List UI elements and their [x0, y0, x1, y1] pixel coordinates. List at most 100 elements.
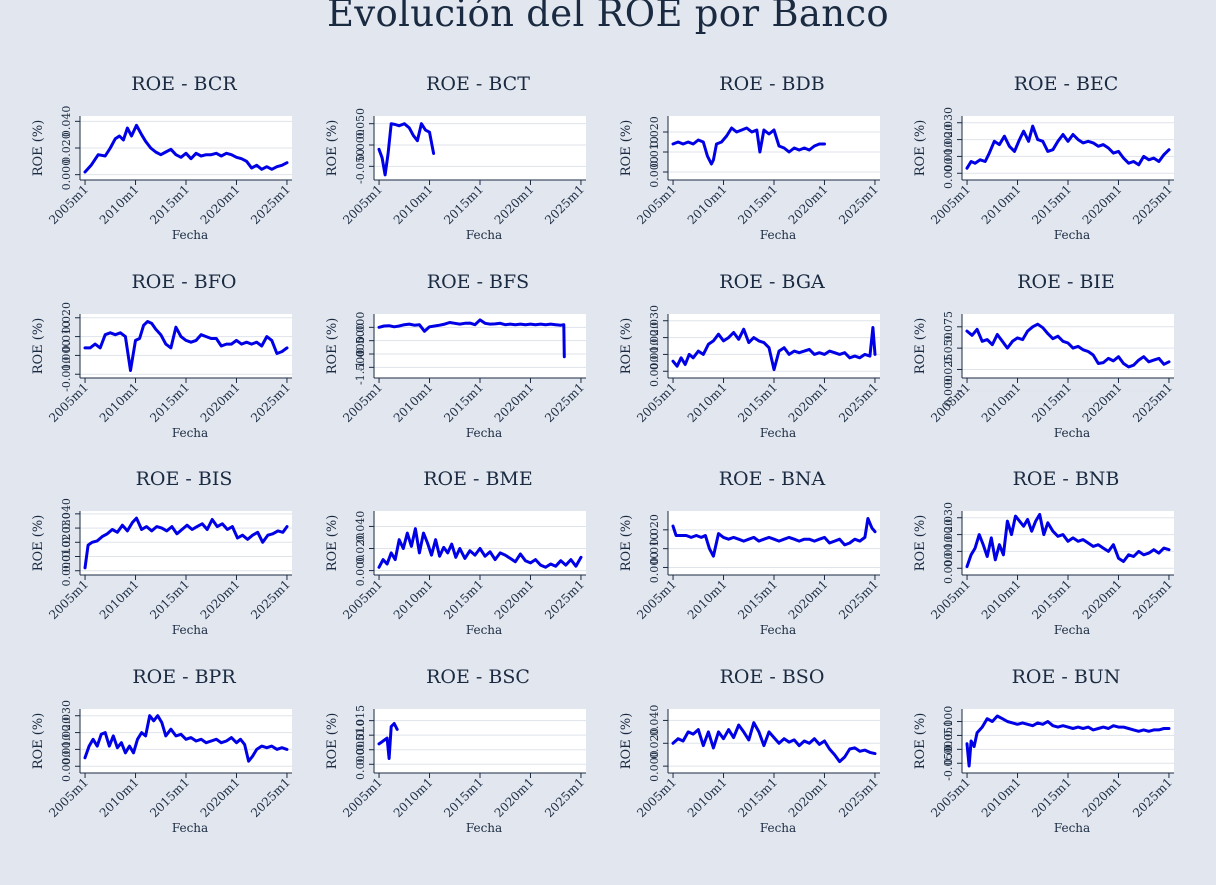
chart-panel: ROE - BEC 0.000 0.010 0.020 0.030 2005m1 2010m…: [882, 68, 1176, 266]
y-tick-label: 0.040: [354, 511, 367, 542]
y-tick-label: 0.000: [648, 750, 661, 782]
x-tick-label: 2015m1: [147, 577, 192, 622]
x-tick-label: 2015m1: [147, 380, 192, 425]
series-line: [671, 326, 877, 372]
chart-panel: ROE - BDB 0.000 0.010 0.020 2005m1 2010m1 2015…: [588, 68, 882, 266]
series-line: [965, 124, 1171, 170]
x-tick-label: 2015m1: [441, 182, 486, 227]
x-tick-label: 2025m1: [248, 775, 293, 820]
x-tick-label: 2010m1: [97, 182, 142, 227]
x-tick-label: 2015m1: [441, 577, 486, 622]
chart-panel: ROE - BCT -0.050 0.000 0.050 2005m1 2010m1 201…: [294, 68, 588, 266]
x-tick-label: 2025m1: [248, 182, 293, 227]
x-tick-label: 2020m1: [492, 577, 537, 622]
x-tick-label: 2010m1: [685, 775, 730, 820]
y-axis-label: ROE (%): [325, 318, 340, 375]
chart-panel: ROE - BNA 0.000 0.010 0.020 2005m1 2010m1 2015…: [588, 463, 882, 661]
y-tick-label: 0.030: [942, 502, 955, 533]
x-tick-label: 2020m1: [1080, 182, 1125, 227]
x-tick-label: 2020m1: [198, 775, 243, 820]
x-tick-label: 2025m1: [836, 775, 881, 820]
y-axis-label: ROE (%): [619, 713, 634, 770]
x-tick-label: 2010m1: [391, 577, 436, 622]
y-axis-label: ROE (%): [31, 120, 46, 177]
y-tick-label: 0.020: [942, 519, 955, 551]
y-tick-label: 0.000: [354, 555, 367, 587]
x-tick-label: 2010m1: [391, 775, 436, 820]
x-tick-label: 2025m1: [836, 577, 881, 622]
x-tick-label: 2010m1: [391, 380, 436, 425]
y-tick-label: 0.050: [942, 720, 955, 752]
y-tick-label: 0.025: [942, 354, 955, 386]
y-tick-label: 0.020: [648, 116, 661, 148]
x-tick-label: 2015m1: [1029, 577, 1074, 622]
series-line: [83, 320, 289, 372]
chart-title: ROE - BSO: [720, 666, 825, 688]
chart-title: ROE - BSC: [426, 666, 530, 688]
y-tick-label: 0.020: [60, 302, 73, 334]
series-line: [83, 714, 289, 763]
series-line: [83, 516, 289, 570]
y-tick-label: 0.010: [648, 339, 661, 371]
y-tick-label: 0.030: [60, 700, 73, 732]
x-tick-label: 2020m1: [492, 380, 537, 425]
x-tick-label: 2015m1: [1029, 775, 1074, 820]
y-tick-label: 0.000: [354, 129, 367, 161]
chart-title: ROE - BCR: [131, 73, 237, 95]
chart-panel: ROE - BSO 0.000 0.020 0.040 2005m1 2010m1 2015…: [588, 661, 882, 859]
chart-title: ROE - BIE: [1017, 271, 1115, 293]
x-tick-label: 2025m1: [1130, 577, 1175, 622]
chart-title: ROE - BFO: [132, 271, 237, 293]
y-axis-label: ROE (%): [325, 120, 340, 177]
y-tick-label: -0.500: [354, 323, 367, 358]
y-tick-label: 0.020: [648, 322, 661, 354]
x-tick-label: 2025m1: [542, 775, 587, 820]
y-axis-label: ROE (%): [619, 120, 634, 177]
x-tick-label: 2010m1: [685, 380, 730, 425]
y-tick-label: 0.030: [648, 305, 661, 337]
x-tick-label: 2020m1: [492, 775, 537, 820]
y-tick-label: 0.000: [60, 340, 73, 372]
y-tick-label: 0.000: [648, 552, 661, 584]
x-tick-label: 2025m1: [1130, 380, 1175, 425]
y-tick-label: 0.000: [648, 156, 661, 188]
x-tick-label: 2010m1: [979, 577, 1024, 622]
x-axis-label: Fecha: [466, 821, 502, 835]
y-axis-label: ROE (%): [619, 318, 634, 375]
y-tick-label: 0.030: [942, 107, 955, 139]
x-tick-label: 2025m1: [248, 380, 293, 425]
x-tick-label: 2015m1: [735, 775, 780, 820]
y-axis-label: ROE (%): [31, 515, 46, 572]
x-tick-label: 2025m1: [1130, 775, 1175, 820]
chart-title: ROE - BDB: [719, 73, 824, 95]
chart-title: ROE - BNA: [719, 468, 826, 490]
chart-title: ROE - BIS: [136, 468, 233, 490]
y-axis-label: ROE (%): [325, 713, 340, 770]
y-tick-label: 0.015: [354, 705, 367, 737]
chart-panel: ROE - BUN -0.050 0.000 0.050 0.100 2005m1 2010…: [882, 661, 1176, 859]
y-tick-label: 0.000: [942, 375, 955, 407]
y-tick-label: 0.020: [354, 533, 367, 565]
chart-panel: ROE - BSC 0.000 0.005 0.010 0.015 2005m1 2010m…: [294, 661, 588, 859]
chart-title: ROE - BGA: [719, 271, 825, 293]
y-tick-label: 0.050: [354, 108, 367, 139]
y-tick-label: 0.040: [60, 106, 73, 138]
plot-area: [80, 511, 292, 575]
plot-area: [374, 709, 586, 773]
y-tick-label: -0.050: [354, 149, 367, 184]
chart-panel: ROE - BIS 0.000 0.010 0.020 0.030 0.040 2005m1…: [0, 463, 294, 661]
x-axis-label: Fecha: [760, 228, 796, 242]
x-tick-label: 2005m1: [340, 182, 385, 227]
plot-area: [80, 314, 292, 378]
y-tick-label: 0.020: [60, 527, 73, 559]
x-axis-label: Fecha: [466, 228, 502, 242]
x-tick-label: 2020m1: [198, 577, 243, 622]
